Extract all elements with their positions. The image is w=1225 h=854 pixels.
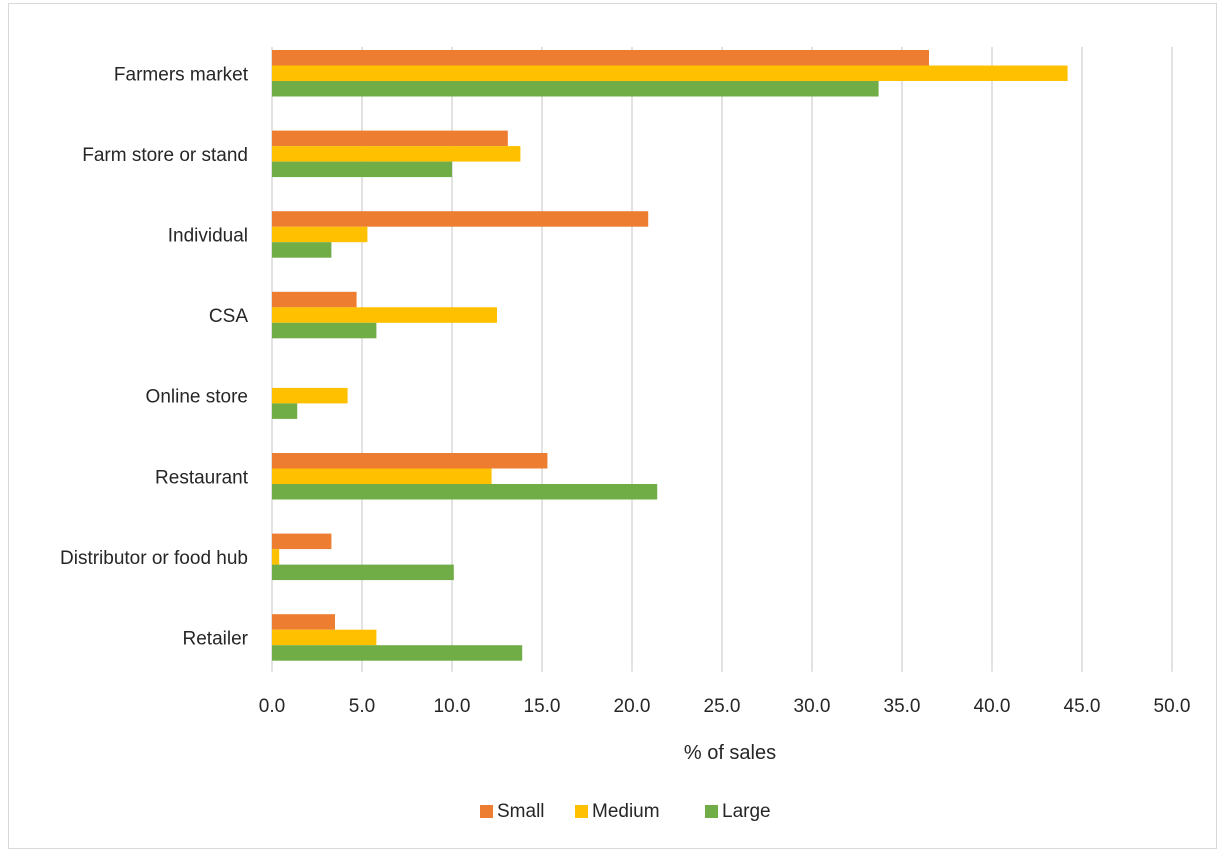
bar-medium <box>272 468 492 484</box>
bar-small <box>272 50 929 66</box>
category-label: CSA <box>209 306 248 327</box>
bar-medium <box>272 387 348 404</box>
legend-label-large: Large <box>722 801 771 822</box>
bar-medium <box>272 146 521 162</box>
category-label: Farmers market <box>114 64 249 85</box>
legend-swatch-medium <box>575 805 588 818</box>
bar-small <box>272 533 332 550</box>
bar-large <box>272 645 523 661</box>
bar-large <box>272 484 658 500</box>
category-label: Farm store or stand <box>82 145 248 166</box>
x-tick-label: 20.0 <box>614 696 651 717</box>
x-tick-label: 25.0 <box>704 696 741 717</box>
bar-large <box>272 161 452 178</box>
x-tick-label: 15.0 <box>524 696 561 717</box>
bar-small <box>272 453 548 469</box>
x-tick-label: 0.0 <box>259 696 285 717</box>
x-tick-label: 40.0 <box>974 696 1011 717</box>
legend-swatch-small <box>480 805 493 818</box>
bar-large <box>272 403 298 419</box>
bar-large <box>272 322 377 339</box>
bars <box>272 50 1068 661</box>
bar-small <box>272 130 508 147</box>
chart-area <box>8 3 1217 849</box>
category-label: Individual <box>168 225 248 246</box>
x-tick-labels: 0.0 5.0 10.0 15.0 20.0 25.0 30.0 35.0 40.0 45.0 50… <box>259 696 1191 717</box>
x-tick-label: 30.0 <box>794 696 831 717</box>
legend-swatch-large <box>705 805 718 818</box>
bar-small <box>272 211 649 227</box>
bar-medium <box>272 307 497 323</box>
bar-large <box>272 564 454 581</box>
bar-medium <box>272 549 280 565</box>
bar-medium <box>272 65 1068 81</box>
legend: Small Medium Large <box>480 801 771 822</box>
bar-medium <box>272 226 368 243</box>
bar-small <box>272 614 335 630</box>
category-label: Restaurant <box>155 467 249 488</box>
bar-large <box>272 242 332 258</box>
category-label: Online store <box>146 387 248 408</box>
x-tick-label: 35.0 <box>884 696 921 717</box>
bar-small <box>272 291 357 308</box>
x-tick-label: 10.0 <box>434 696 471 717</box>
category-label: Distributor or food hub <box>60 548 248 569</box>
x-tick-label: 50.0 <box>1154 696 1191 717</box>
bar-large <box>272 81 879 97</box>
bar-medium <box>272 629 377 646</box>
legend-label-small: Small <box>497 801 545 822</box>
category-labels: Farmers market Farm store or stand Individ… <box>60 64 249 649</box>
x-tick-label: 5.0 <box>349 696 375 717</box>
category-label: Retailer <box>183 628 249 649</box>
legend-label-medium: Medium <box>592 801 660 822</box>
x-axis-title: % of sales <box>684 742 776 764</box>
x-tick-label: 45.0 <box>1064 696 1101 717</box>
